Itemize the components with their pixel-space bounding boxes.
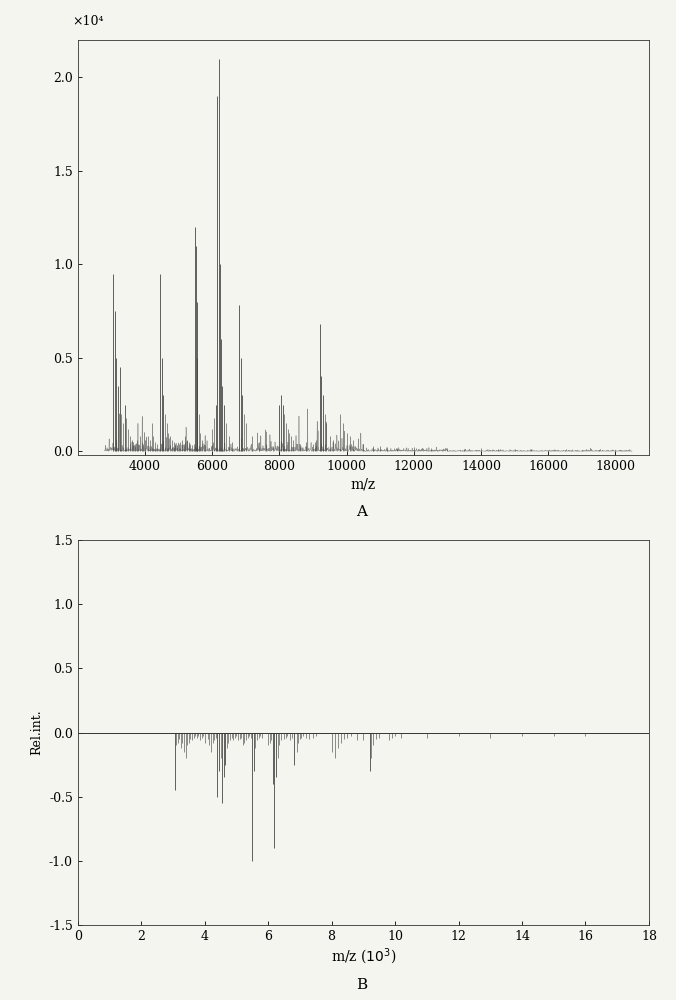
X-axis label: m/z ($10^3$): m/z ($10^3$) (331, 947, 396, 967)
Y-axis label: Rel.int.: Rel.int. (30, 710, 43, 755)
Text: A: A (356, 505, 367, 519)
Text: B: B (356, 978, 367, 992)
Text: ×10⁴: ×10⁴ (72, 15, 103, 28)
X-axis label: m/z: m/z (351, 477, 376, 491)
